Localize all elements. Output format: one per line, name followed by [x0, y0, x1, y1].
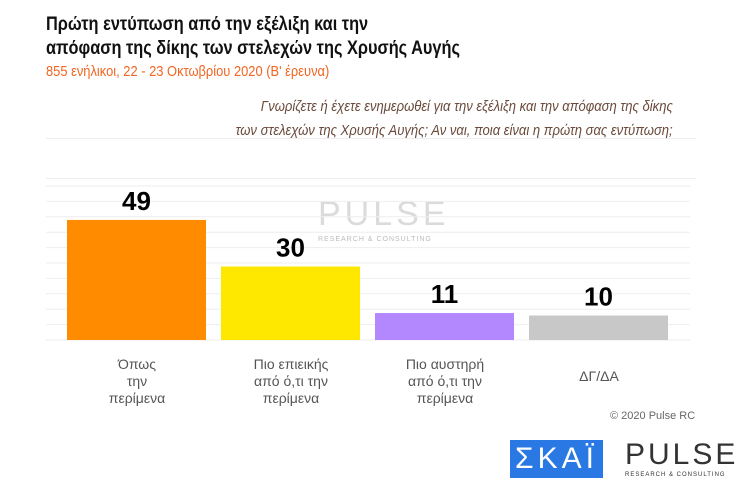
question-line-2: των στελεχών της Χρυσής Αυγής; Αν ναι, π… [235, 123, 673, 139]
pulse-logo: PULSE [625, 438, 735, 471]
data-label: 49 [122, 186, 151, 216]
bar [67, 219, 206, 340]
bar [375, 313, 514, 340]
pulse-watermark-sub: RESEARCH & CONSULTING [318, 236, 432, 243]
skai-logo: ΣΚΑΪ [510, 440, 603, 478]
bar [221, 266, 360, 340]
question-line-1: Γνωρίζετε ή έχετε ενημερωθεί για την εξέ… [260, 99, 673, 115]
data-label: 11 [431, 279, 459, 309]
pulse-logo-sub: RESEARCH & CONSULTING [625, 472, 726, 478]
copyright: © 2020 Pulse RC [610, 410, 696, 422]
data-label: 10 [584, 282, 613, 312]
category-label: ΔΓ/ΔΑ [579, 368, 619, 384]
title-line-2: απόφαση της δίκης των στελεχών της Χρυσή… [46, 38, 460, 59]
subtitle: 855 ενήλικοι, 22 - 23 Οκτωβρίου 2020 (Β'… [46, 63, 330, 80]
category-label: Πιο αυστηρή από ό,τι την περίμενα [405, 356, 485, 406]
category-label: Όπως την περίμενα [108, 356, 166, 406]
data-label: 30 [276, 233, 305, 263]
category-label: Πιο επιεικής από ό,τι την περίμενα [253, 356, 329, 406]
title-line-1: Πρώτη εντύπωση από την εξέλιξη και την [46, 14, 369, 35]
bar [529, 315, 668, 340]
